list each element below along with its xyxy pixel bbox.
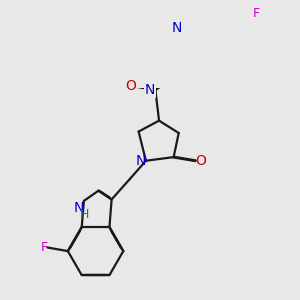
- Text: N: N: [136, 154, 146, 168]
- Text: F: F: [253, 7, 260, 20]
- Text: N: N: [172, 21, 182, 35]
- Text: O: O: [125, 80, 136, 93]
- Text: H: H: [80, 208, 89, 221]
- Text: N: N: [145, 83, 155, 97]
- Text: F: F: [40, 241, 47, 254]
- Text: O: O: [196, 154, 206, 168]
- Text: N: N: [74, 201, 84, 215]
